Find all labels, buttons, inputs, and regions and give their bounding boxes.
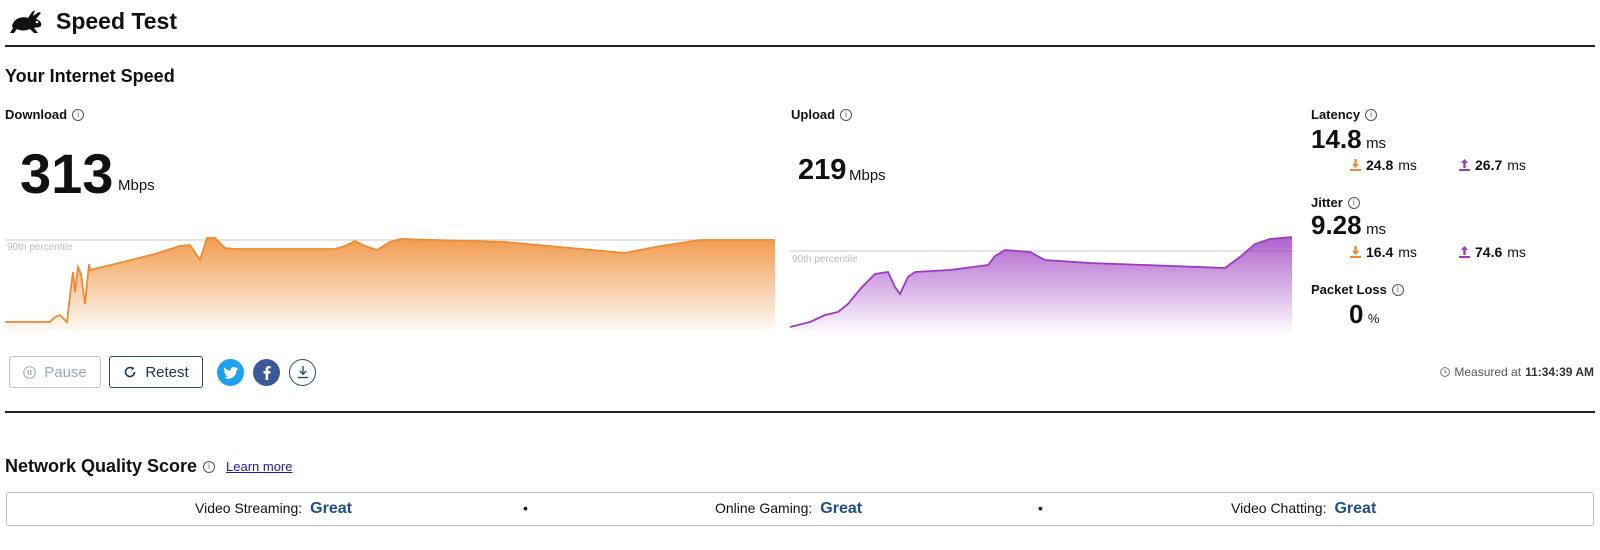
retest-button[interactable]: Retest	[109, 356, 203, 388]
download-arrow-icon	[1350, 159, 1361, 171]
separator-dot: •	[523, 500, 528, 516]
info-icon[interactable]: i	[840, 108, 853, 121]
quality-item-video-streaming: Video Streaming: Great	[195, 500, 352, 517]
quality-item-video-chatting: Video Chatting: Great	[1231, 500, 1377, 517]
jitter-label: Jitter i	[1311, 195, 1360, 210]
download-results-button[interactable]	[289, 359, 316, 386]
clock-icon	[1440, 367, 1451, 377]
info-icon[interactable]: i	[72, 108, 85, 121]
section-divider	[5, 411, 1595, 413]
upload-arrow-icon	[1459, 246, 1470, 258]
info-icon[interactable]: i	[1347, 196, 1360, 209]
upload-line	[790, 236, 1293, 328]
info-icon[interactable]: i	[1365, 108, 1378, 121]
upload-value: 219	[798, 154, 847, 186]
jitter-download: 16.4 ms	[1350, 244, 1417, 260]
info-icon[interactable]: i	[1391, 283, 1404, 296]
header-divider	[5, 45, 1595, 47]
twitter-share-button[interactable]	[217, 359, 244, 386]
quality-item-online-gaming: Online Gaming: Great	[715, 500, 863, 517]
network-quality-panel	[6, 492, 1594, 526]
upload-chart: 90th percentile	[790, 236, 1295, 332]
percentile-label: 90th percentile	[7, 242, 73, 253]
info-icon[interactable]: i	[203, 460, 216, 473]
rabbit-icon	[10, 10, 42, 33]
facebook-icon	[263, 365, 271, 380]
pause-icon	[23, 365, 37, 379]
jitter-value: 9.28 ms	[1311, 210, 1387, 240]
latency-value: 14.8 ms	[1311, 124, 1387, 154]
download-value: 313	[20, 142, 114, 205]
download-line	[5, 237, 775, 324]
packet-loss-value: 0 %	[1349, 299, 1380, 329]
latency-label: Latency i	[1311, 107, 1378, 122]
packet-loss-label: Packet Loss i	[1311, 282, 1404, 297]
network-quality-title: Network Quality Score i	[5, 456, 216, 477]
download-label: Download i	[5, 107, 85, 122]
upload-label: Upload i	[791, 107, 853, 122]
refresh-icon	[125, 366, 136, 378]
latency-download: 24.8 ms	[1350, 157, 1417, 173]
download-unit: Mbps	[118, 177, 155, 194]
facebook-share-button[interactable]	[253, 359, 280, 386]
twitter-icon	[223, 366, 238, 379]
section-title: Your Internet Speed	[5, 66, 175, 86]
percentile-label: 90th percentile	[792, 254, 858, 265]
pause-button[interactable]: Pause	[9, 356, 101, 388]
jitter-upload: 74.6 ms	[1459, 244, 1526, 260]
download-icon	[297, 366, 308, 379]
upload-arrow-icon	[1459, 159, 1470, 171]
latency-upload: 26.7 ms	[1459, 157, 1526, 173]
download-arrow-icon	[1350, 246, 1361, 258]
download-chart: 90th percentile	[5, 237, 775, 332]
learn-more-link[interactable]: Learn more	[226, 459, 293, 474]
upload-unit: Mbps	[849, 167, 886, 184]
app-title: Speed Test	[56, 8, 177, 34]
measured-time: Measured at 11:34:39 AM	[1440, 365, 1594, 379]
separator-dot: •	[1038, 500, 1043, 516]
